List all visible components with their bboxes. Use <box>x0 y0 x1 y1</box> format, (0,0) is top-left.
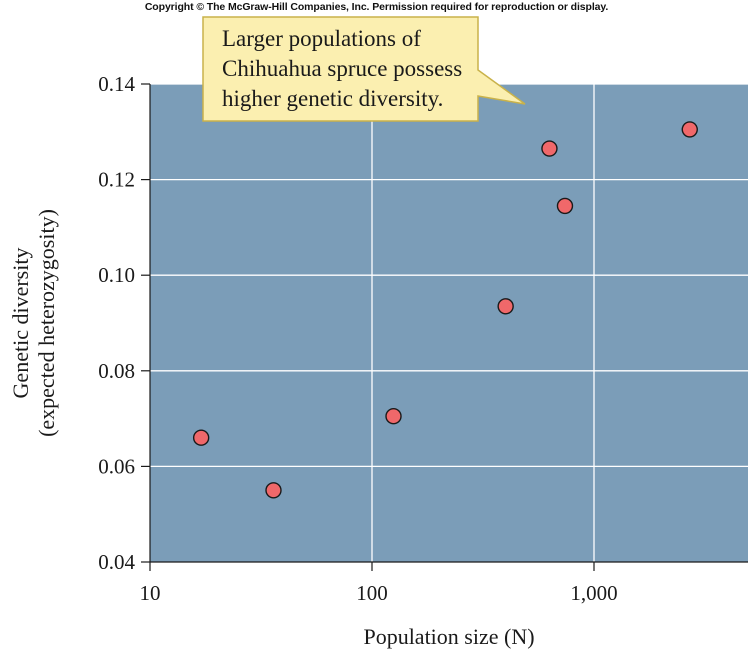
x-tick-label: 10 <box>140 581 161 605</box>
tick-marks <box>141 83 595 571</box>
y-axis-title-line-2: (expected heterozygosity) <box>34 209 59 437</box>
x-axis-title: Population size (N) <box>363 624 534 649</box>
y-tick-label: 0.06 <box>98 454 135 478</box>
annotation-callout: Larger populations of Chihuahua spruce p… <box>202 16 526 122</box>
x-tick-label: 100 <box>356 581 388 605</box>
y-tick-label: 0.14 <box>98 72 135 96</box>
data-point <box>681 121 698 138</box>
data-point <box>497 298 514 315</box>
y-axis-title-line-1: Genetic diversity <box>8 248 33 399</box>
axes <box>149 84 748 563</box>
y-axis-title: Genetic diversity (expected heterozygosi… <box>8 209 59 437</box>
data-point <box>265 482 282 499</box>
copyright-notice: Copyright © The McGraw-Hill Companies, I… <box>144 1 609 13</box>
callout-box <box>202 16 526 122</box>
data-points <box>192 121 698 499</box>
x-tick-label: 1,000 <box>570 581 617 605</box>
data-point <box>541 140 558 157</box>
y-tick-label: 0.12 <box>98 168 135 192</box>
y-tick-label: 0.04 <box>98 550 135 574</box>
callout-line-2: Chihuahua spruce possess <box>222 56 462 81</box>
data-point <box>385 408 402 425</box>
data-point <box>192 429 210 446</box>
data-point <box>556 197 574 215</box>
y-tick-label: 0.08 <box>98 359 135 383</box>
y-tick-label: 0.10 <box>98 263 135 287</box>
tick-labels: 0.04 0.06 0.08 0.10 0.12 0.14 10 100 1,000 <box>98 72 617 605</box>
callout-line-1: Larger populations of <box>222 26 421 51</box>
callout-line-3: higher genetic diversity. <box>222 86 443 111</box>
plot-area <box>150 84 748 562</box>
